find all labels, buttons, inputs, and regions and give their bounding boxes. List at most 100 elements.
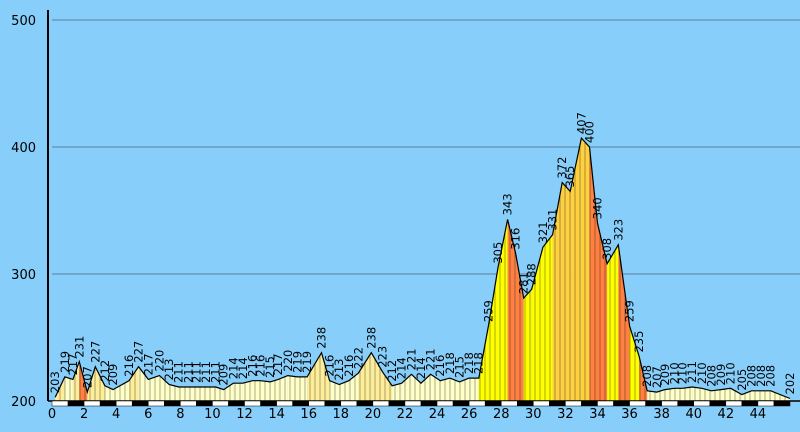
data-label: 219 [290, 351, 304, 373]
scale-segment [757, 400, 775, 407]
area-segment [607, 244, 619, 401]
area-segment [87, 366, 96, 401]
data-label: 217 [141, 353, 155, 375]
scale-segment [500, 400, 518, 407]
y-tick-labels: 200 300 400 500 [11, 14, 36, 410]
area-segment [138, 366, 149, 401]
scale-segment [83, 400, 101, 407]
area-segment [252, 380, 261, 401]
x-tick-label: 20 [365, 407, 382, 422]
scale-segment [131, 400, 149, 407]
area-segment [270, 379, 279, 401]
data-label: 227 [132, 341, 146, 363]
data-label: 216 [342, 355, 356, 377]
data-label: 214 [226, 357, 240, 379]
scale-segment [340, 400, 358, 407]
vertical-stripes [59, 142, 786, 401]
scale-segment [324, 400, 342, 407]
scale-segment [212, 400, 229, 407]
area-segment [682, 387, 693, 401]
data-label: 340 [590, 197, 604, 219]
data-label: 316 [509, 228, 523, 250]
area-segment [647, 390, 657, 401]
data-label: 259 [481, 300, 495, 322]
data-label: 208 [754, 365, 768, 387]
x-tick-label: 14 [268, 407, 285, 422]
data-label: 214 [395, 357, 409, 379]
scale-segment [292, 400, 309, 407]
scale-segment [645, 400, 662, 407]
data-label: 281 [517, 272, 531, 294]
data-label: 211 [172, 361, 186, 383]
area-segment [570, 138, 582, 402]
area-segment [751, 390, 762, 401]
area-segment [196, 387, 207, 401]
data-label: 218 [472, 352, 486, 374]
scale-segment [484, 400, 502, 407]
area-segment [730, 388, 742, 401]
scale-segment [581, 400, 598, 407]
data-label: 235 [632, 331, 646, 353]
area-segment [297, 376, 308, 401]
area-segment [233, 383, 243, 401]
area-segment [64, 376, 73, 401]
data-label: 210 [724, 362, 738, 384]
data-label: 308 [600, 238, 614, 260]
area-segment [459, 378, 470, 401]
area-segment [148, 375, 160, 401]
data-label: 372 [555, 157, 569, 179]
data-label: 212 [385, 360, 399, 382]
data-label: 218 [462, 352, 476, 374]
data-label: 220 [281, 350, 295, 372]
data-label: 208 [704, 365, 718, 387]
x-tick-label: 4 [112, 407, 120, 422]
data-label: 210 [695, 362, 709, 384]
data-label: 207 [80, 366, 94, 388]
data-label: 218 [443, 352, 457, 374]
area-segment [692, 387, 702, 401]
scale-segment [565, 400, 582, 407]
data-label: 323 [611, 219, 625, 241]
area-segment [329, 380, 340, 401]
data-label: 210 [667, 362, 681, 384]
data-label: 211 [181, 361, 195, 383]
data-label: 216 [246, 355, 260, 377]
x-tick-labels: 0 2 4 6 8 10 12 14 16 18 20 22 24 26 28 30 32 34 36 38 40 42 4… [48, 407, 766, 422]
area-segment [430, 374, 441, 401]
area-segment [664, 388, 675, 401]
scale-segment [613, 400, 630, 407]
data-label: 231 [72, 336, 86, 358]
x-tick-label: 30 [525, 407, 542, 422]
x-tick-label: 40 [685, 407, 702, 422]
data-label: 209 [658, 364, 672, 386]
scale-segment [164, 400, 181, 407]
data-label: 216 [433, 355, 447, 377]
x-tick-label: 22 [397, 407, 414, 422]
data-label: 219 [300, 351, 314, 373]
data-label: 407 [574, 112, 588, 134]
scale-segment [99, 400, 117, 407]
data-label: 238 [364, 327, 378, 349]
area-segment [242, 380, 253, 401]
data-label: 259 [623, 300, 637, 322]
area-segment [215, 387, 224, 401]
area-segment [711, 389, 722, 401]
area-segment [159, 375, 170, 401]
scale-segment [196, 400, 213, 407]
data-label: 212 [98, 360, 112, 382]
area-segment [287, 375, 298, 401]
data-label: 321 [536, 221, 550, 243]
area-segment [260, 380, 271, 401]
data-label: 222 [351, 347, 365, 369]
data-label: 223 [375, 346, 389, 368]
x-tick-label: 2 [80, 407, 88, 422]
scale-segment [709, 400, 727, 407]
scale-segment [276, 400, 293, 407]
scale-segment [773, 400, 791, 407]
area-segment [761, 390, 771, 401]
x-tick-label: 36 [621, 407, 638, 422]
x-tick-label: 8 [176, 407, 184, 422]
data-label: 208 [744, 365, 758, 387]
